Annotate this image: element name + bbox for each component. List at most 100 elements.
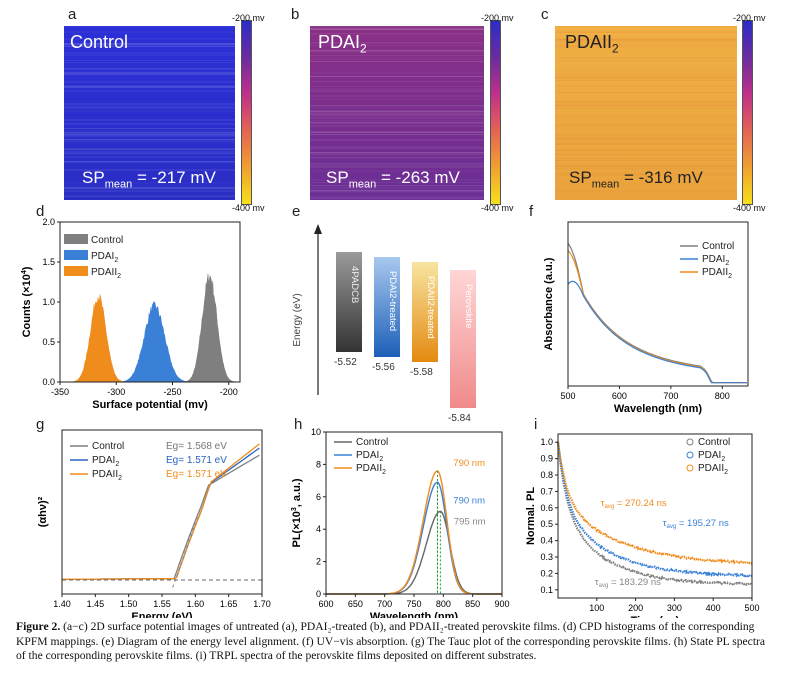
colorbar-bottom-label: -400 mv	[481, 203, 514, 213]
y-tick-label: 6	[316, 492, 321, 502]
y-tick-label: 0.0	[42, 377, 55, 387]
panel-letter-h: h	[294, 416, 303, 433]
legend-marker	[686, 464, 694, 472]
legend-marker	[686, 451, 694, 459]
energy-bar	[412, 262, 438, 362]
x-tick-label: 1.50	[120, 599, 138, 609]
peak-label: 790 nm	[453, 495, 485, 506]
histogram-chart: -350 -300 -250 -200 0.0 0.5 1.0 1.5 2.0 Surface p…	[21, 217, 241, 411]
energy-value: -5.84	[448, 413, 471, 424]
legend-label: Control	[356, 437, 388, 448]
legend-label: PDAI2	[698, 450, 725, 463]
kpfm-map-pdaii2: PDAII2 SPmean = -316 mV	[555, 26, 737, 200]
pl-chart: 600 650 700 750 800 850 900 0 2 4 6 8 10 Wavelength (…	[291, 427, 510, 618]
x-tick-label: 300	[667, 603, 682, 613]
x-tick-label: 200	[628, 603, 643, 613]
legend-label: Control	[698, 437, 730, 448]
x-tick-label: 800	[436, 599, 451, 609]
energy-bar-label: 4PADCB	[349, 266, 360, 303]
x-tick-label: -250	[163, 387, 181, 397]
y-tick-label: 4	[316, 524, 321, 534]
bandgap-label: Eg= 1.571 eV	[166, 455, 227, 466]
energy-value: -5.56	[372, 362, 395, 373]
plot-frame	[567, 221, 749, 387]
legend-swatch	[64, 234, 88, 244]
figure-caption: Figure 2. (a−c) 2D surface potential ima…	[16, 620, 766, 663]
legend-label: PDAI2	[92, 455, 119, 468]
series-control	[556, 442, 753, 587]
colorbar-bottom-label: -400 mv	[232, 203, 265, 213]
histogram-control	[180, 274, 239, 383]
y-tick-label: 0.1	[540, 585, 553, 595]
y-tick-label: 0.5	[540, 519, 553, 529]
x-tick-label: 700	[663, 391, 678, 401]
legend-marker	[686, 438, 694, 446]
legend-label: Control	[92, 441, 124, 452]
x-tick-label: 650	[348, 599, 363, 609]
peak-label: 795 nm	[454, 516, 486, 527]
x-tick-label: 1.45	[87, 599, 105, 609]
y-axis-label: Energy (eV)	[292, 293, 303, 346]
y-axis-label: Absorbance (a.u.)	[543, 257, 555, 350]
energy-bar-label: PDAI2-treated	[387, 271, 398, 331]
x-tick-label: -300	[107, 387, 125, 397]
y-tick-label: 0.5	[42, 337, 55, 347]
absorption-chart: 500 600 700 800 Wavelength (nm) Absorbance (a…	[543, 221, 749, 415]
colorbar	[742, 20, 753, 205]
y-tick-label: 0.9	[540, 454, 553, 464]
y-axis-label: Normal. PL	[525, 487, 537, 545]
legend-label: PDAII2	[698, 463, 728, 476]
legend-label: PDAII2	[91, 267, 121, 280]
panel-letter-c: c	[541, 6, 549, 23]
energy-axis-arrow	[314, 224, 322, 234]
colorbar-top-label: -200 mv	[733, 13, 766, 23]
energy-bar	[336, 252, 362, 352]
bandgap-label: Eg= 1.568 eV	[166, 441, 227, 452]
panel-letter-e: e	[292, 203, 301, 220]
fit-line-dashed	[172, 503, 203, 588]
plot-frame	[325, 431, 503, 595]
x-tick-label: 100	[589, 603, 604, 613]
legend-swatch	[64, 250, 88, 260]
x-tick-label: 500	[744, 603, 759, 613]
sp-mean-label: SPmean = -217 mV	[82, 168, 216, 191]
y-tick-label: 0.3	[540, 552, 553, 562]
x-tick-label: 700	[377, 599, 392, 609]
y-tick-label: 0.8	[540, 470, 553, 480]
legend-label: PDAII2	[702, 267, 732, 280]
x-axis-label: Time (ns)	[631, 615, 680, 618]
y-tick-label: 2	[316, 557, 321, 567]
tau-label: τavg = 270.24 ns	[601, 498, 667, 510]
y-axis-label: Counts (×104)	[21, 266, 33, 337]
panel-letter-f: f	[529, 203, 534, 220]
histogram-pdai	[114, 301, 195, 383]
plot-frame	[557, 433, 753, 599]
y-tick-label: 0	[316, 589, 321, 599]
x-tick-label: 900	[494, 599, 509, 609]
series-pdaii	[326, 470, 502, 595]
legend-swatch	[64, 266, 88, 276]
panel-letter-b: b	[291, 6, 300, 23]
x-tick-label: 1.55	[153, 599, 171, 609]
series-pdai	[556, 442, 753, 578]
energy-bar	[450, 270, 476, 408]
x-tick-label: 600	[612, 391, 627, 401]
x-tick-label: -350	[51, 387, 69, 397]
y-tick-label: 2.0	[42, 217, 55, 227]
x-tick-label: 750	[406, 599, 421, 609]
map-title: PDAI2	[318, 32, 367, 56]
energy-bar	[374, 257, 400, 357]
colorbar-top-label: -200 mv	[481, 13, 514, 23]
sp-mean-label: SPmean = -316 mV	[569, 168, 703, 191]
x-axis-label: Energy (eV)	[131, 611, 192, 618]
panel-letter-d: d	[36, 203, 45, 220]
legend-label: PDAI2	[91, 251, 118, 264]
y-axis-label: (αhν)²	[37, 496, 49, 527]
colorbar	[490, 20, 501, 205]
legend-label: PDAII2	[356, 463, 386, 476]
energy-bar-label: Perovskite	[463, 284, 474, 328]
x-axis-label: Wavelength (nm)	[614, 403, 703, 415]
series-pdai	[567, 280, 747, 384]
energy-value: -5.52	[334, 357, 357, 368]
x-tick-label: 500	[560, 391, 575, 401]
